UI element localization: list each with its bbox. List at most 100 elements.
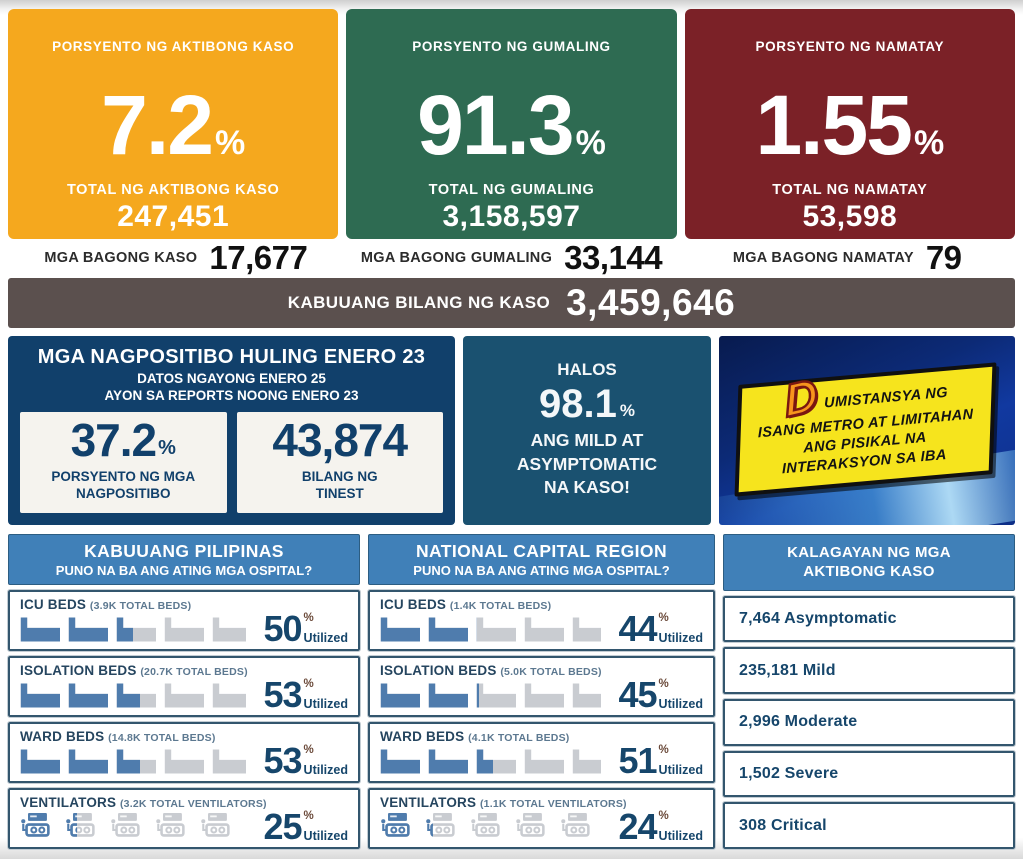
bottom-row: KABUUANG PILIPINAS PUNO NA BA ANG ATING …	[7, 533, 1016, 851]
positivity-rate-value: 37.2	[70, 414, 158, 467]
resource-total: (5.0K TOTAL BEDS)	[500, 665, 602, 678]
ward-beds-row-ncr: WARD BEDS (4.1K TOTAL BEDS) 51 % Utilized	[367, 720, 716, 784]
utilization-percent: 51 % Utilized	[618, 739, 704, 781]
resource-total: (20.7K TOTAL BEDS)	[140, 665, 248, 678]
percent-sign: %	[658, 677, 669, 690]
critical-count-item: 308 Critical	[722, 801, 1016, 850]
total-cases-bar: KABUUANG BILANG NG KASO 3,459,646	[8, 277, 1015, 328]
ventilator-pictograph	[380, 813, 601, 840]
mild-line-1: ANG MILD AT	[530, 430, 644, 451]
new-recoveries-value: 33,144	[564, 239, 663, 277]
ventilator-pictograph	[20, 813, 246, 840]
positivity-panel: MGA NAGPOSITIBO HULING ENERO 23 DATOS NG…	[8, 335, 455, 525]
resource-name: WARD BEDS	[380, 728, 465, 744]
percent-sign: %	[158, 437, 176, 460]
ward-beds-row-ph: WARD BEDS (14.8K TOTAL BEDS) 53 % Utilize…	[7, 720, 361, 784]
utilization-percent: 24 % Utilized	[618, 805, 704, 847]
resource-name: ICU BEDS	[380, 596, 447, 612]
resource-name: VENTILATORS	[20, 794, 117, 810]
active-total-label: TOTAL NG AKTIBONG KASO	[66, 182, 280, 198]
new-cases-value: 17,677	[209, 239, 308, 277]
new-cases-strip: MGA BAGONG KASO 17,677 MGA BAGONG GUMALI…	[8, 239, 1015, 278]
resource-total: (1.4K TOTAL BEDS)	[449, 599, 552, 612]
new-cases-item: MGA BAGONG KASO 17,677	[8, 239, 344, 277]
utilization-percent: 25 % Utilized	[263, 805, 349, 847]
asymptomatic-count-item: 7,464 Asymptomatic	[722, 594, 1016, 644]
utilized-label: Utilized	[658, 696, 703, 711]
percent-sign: %	[658, 743, 669, 756]
resource-total: (4.1K TOTAL BEDS)	[468, 731, 570, 744]
resource-name: ISOLATION BEDS	[380, 662, 497, 678]
hospital-column-ncr: NATIONAL CAPITAL REGION PUNO NA BA ANG A…	[367, 533, 716, 851]
bed-pictograph	[20, 747, 246, 774]
bed-pictograph	[20, 615, 246, 642]
mild-intro: HALOS	[557, 360, 617, 380]
active-breakdown-title-2: AKTIBONG KASO	[803, 563, 935, 581]
mild-line-3: NA KASO!	[544, 477, 630, 498]
percent-sign: %	[658, 809, 669, 822]
deaths-card: PORSYENTO NG NAMATAY 1.55 % TOTAL NG NAM…	[684, 9, 1015, 240]
active-breakdown-title-1: KALAGAYAN NG MGA	[787, 543, 951, 561]
distancing-advisory-panel: D UMISTANSYA NG ISANG METRO AT LIMITAHAN…	[719, 335, 1015, 525]
new-deaths-label: MGA BAGONG NAMATAY	[732, 250, 914, 267]
active-breakdown-header: KALAGAYAN NG MGA AKTIBONG KASO	[723, 533, 1015, 591]
positivity-subtitle-2: AYON SA REPORTS NOONG ENERO 23	[104, 387, 359, 403]
top-stat-cards: PORSYENTO NG AKTIBONG KASO 7.2 % TOTAL N…	[8, 9, 1015, 240]
total-cases-label: KABUUANG BILANG NG KASO	[287, 292, 551, 312]
bed-pictograph	[20, 681, 246, 708]
utilized-label: Utilized	[658, 762, 703, 777]
recovered-total-label: TOTAL NG GUMALING	[428, 182, 595, 198]
resource-total: (3.2K TOTAL VENTILATORS)	[119, 797, 267, 810]
advisory-speech-card: D UMISTANSYA NG ISANG METRO AT LIMITAHAN…	[734, 362, 997, 497]
percent-sign: %	[303, 743, 314, 756]
utilization-percent: 53 % Utilized	[263, 673, 349, 715]
utilization-percent: 44 % Utilized	[618, 607, 704, 649]
utilization-percent: 50 % Utilized	[263, 607, 349, 649]
percent-sign: %	[303, 809, 314, 822]
percent-sign: %	[575, 124, 606, 162]
new-recoveries-item: MGA BAGONG GUMALING 33,144	[344, 239, 680, 277]
utilization-percent: 53 % Utilized	[263, 739, 349, 781]
bed-pictograph	[380, 615, 601, 642]
resource-name: VENTILATORS	[380, 794, 477, 810]
recovered-percent-label: PORSYENTO NG GUMALING	[412, 39, 611, 54]
philippines-subtitle: PUNO NA BA ANG ATING MGA OSPITAL?	[55, 562, 313, 578]
resource-name: ISOLATION BEDS	[20, 662, 137, 678]
icu-beds-row-ncr: ICU BEDS (1.4K TOTAL BEDS) 44 % Utilized	[367, 588, 716, 652]
active-percent-value: 7.2	[101, 78, 214, 173]
new-deaths-item: MGA BAGONG NAMATAY 79	[679, 239, 1015, 277]
positivity-rate-box: 37.2 % PORSYENTO NG MGA NAGPOSITIBO	[20, 411, 227, 513]
tested-count-box: 43,874 BILANG NG TINEST	[236, 411, 443, 513]
deaths-total-label: TOTAL NG NAMATAY	[772, 182, 928, 198]
active-percent-label: PORSYENTO NG AKTIBONG KASO	[52, 39, 295, 54]
isolation-beds-row-ncr: ISOLATION BEDS (5.0K TOTAL BEDS) 45 % Uti…	[367, 654, 716, 718]
tested-count-label-2: TINEST	[315, 486, 364, 502]
middle-row: MGA NAGPOSITIBO HULING ENERO 23 DATOS NG…	[8, 335, 1015, 525]
percent-sign: %	[913, 124, 945, 162]
bed-pictograph	[380, 681, 601, 708]
recovered-total-value: 3,158,597	[442, 200, 581, 233]
moderate-count-item: 2,996 Moderate	[722, 697, 1016, 747]
resource-name: WARD BEDS	[20, 728, 105, 744]
positivity-subtitle-1: DATOS NGAYONG ENERO 25	[137, 370, 326, 386]
utilized-label: Utilized	[303, 828, 348, 843]
positivity-title: MGA NAGPOSITIBO HULING ENERO 23	[37, 345, 426, 368]
tested-count-label-1: BILANG NG	[301, 469, 378, 485]
hospital-column-philippines: KABUUANG PILIPINAS PUNO NA BA ANG ATING …	[7, 533, 361, 851]
deaths-percent-label: PORSYENTO NG NAMATAY	[755, 39, 945, 54]
percent-sign: %	[303, 677, 314, 690]
ncr-subtitle: PUNO NA BA ANG ATING MGA OSPITAL?	[413, 562, 670, 578]
ventilators-row-ph: VENTILATORS (3.2K TOTAL VENTILATORS)	[7, 786, 361, 851]
recovered-cases-card: PORSYENTO NG GUMALING 91.3 % TOTAL NG GU…	[346, 9, 677, 240]
utilization-percent: 45 % Utilized	[618, 673, 704, 715]
active-cases-breakdown-column: KALAGAYAN NG MGA AKTIBONG KASO 7,464 Asy…	[722, 533, 1016, 850]
philippines-title: KABUUANG PILIPINAS	[84, 540, 284, 561]
philippines-header: KABUUANG PILIPINAS PUNO NA BA ANG ATING …	[8, 533, 360, 585]
tested-count-value: 43,874	[272, 414, 408, 467]
active-cases-card: PORSYENTO NG AKTIBONG KASO 7.2 % TOTAL N…	[8, 9, 339, 240]
positivity-rate-label-1: PORSYENTO NG MGA	[51, 469, 196, 485]
resource-name: ICU BEDS	[20, 596, 87, 612]
mild-asymptomatic-panel: HALOS 98.1 % ANG MILD AT ASYMPTOMATIC NA…	[463, 335, 711, 525]
percent-sign: %	[303, 611, 314, 624]
mild-count-item: 235,181 Mild	[722, 646, 1016, 695]
